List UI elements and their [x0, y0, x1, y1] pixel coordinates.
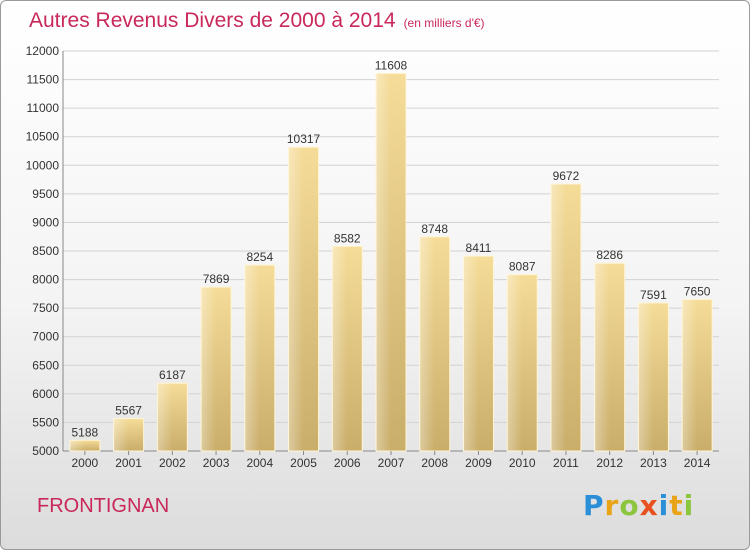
value-label: 6187 — [159, 368, 186, 382]
x-tick-label: 2010 — [509, 456, 536, 470]
value-label: 10317 — [287, 132, 321, 146]
x-tick-label: 2006 — [334, 456, 361, 470]
value-label: 9672 — [553, 169, 580, 183]
y-tick-label: 9500 — [32, 187, 59, 201]
value-label: 8411 — [466, 241, 492, 255]
bar-highlight — [244, 265, 260, 451]
bar-highlight — [288, 147, 304, 451]
y-tick-label: 6500 — [32, 358, 59, 372]
proxiti-logo: Proxiti — [583, 489, 694, 522]
logo-letter: r — [604, 489, 620, 522]
value-labels: 5188 5567 6187 7869 8254 10317 8582 11608 8748 84… — [72, 58, 711, 439]
chart-title: Autres Revenus Divers de 2000 à 2014 (en … — [29, 9, 485, 33]
x-tick-label: 2011 — [553, 456, 579, 470]
logo-letter: x — [639, 489, 659, 522]
y-tick-label: 5000 — [32, 444, 59, 458]
x-tick-label: 2004 — [246, 456, 273, 470]
value-label: 11608 — [375, 58, 408, 72]
x-tick-label: 2003 — [203, 456, 230, 470]
x-tick-label: 2002 — [159, 456, 186, 470]
value-label: 8582 — [334, 231, 361, 245]
bar-highlight — [682, 299, 698, 451]
x-tick-label: 2012 — [596, 456, 623, 470]
logo-letter: i — [658, 489, 670, 522]
y-tick-label: 5500 — [32, 415, 59, 429]
x-tick-label: 2014 — [684, 456, 711, 470]
bar-highlight — [157, 383, 173, 451]
value-label: 8087 — [509, 260, 536, 274]
bar-highlight — [463, 256, 479, 451]
y-tick-label: 10500 — [26, 130, 60, 144]
value-label: 8286 — [596, 248, 623, 262]
x-tick-label: 2005 — [290, 456, 317, 470]
bar-highlight — [507, 274, 523, 451]
value-label: 5188 — [72, 425, 99, 439]
chart-subtitle: (en milliers d'€) — [403, 16, 485, 30]
commune-name: FRONTIGNAN — [37, 495, 170, 517]
y-tick-label: 10000 — [26, 158, 60, 172]
bar-highlight — [201, 287, 217, 451]
bar-highlight — [332, 246, 348, 451]
logo-letter: P — [583, 489, 605, 522]
value-label: 5567 — [115, 404, 142, 418]
y-tick-label: 7500 — [32, 301, 59, 315]
x-tick-label: 2013 — [640, 456, 667, 470]
bar-highlight — [638, 302, 654, 451]
bar-highlight — [376, 73, 391, 452]
value-label: 8254 — [246, 250, 273, 264]
bar-highlight — [550, 184, 566, 451]
bar-highlight — [113, 418, 129, 451]
bar-highlight — [419, 236, 435, 451]
y-tick-label: 7000 — [32, 330, 59, 344]
bar-highlight — [69, 440, 85, 451]
bar-highlight — [594, 263, 610, 451]
y-tick-label: 11500 — [27, 73, 60, 87]
value-label: 7869 — [203, 272, 230, 286]
y-tick-label: 6000 — [32, 387, 59, 401]
logo-letter: o — [619, 489, 640, 522]
x-tick-label: 2007 — [378, 456, 405, 470]
value-label: 8748 — [421, 222, 448, 236]
x-tick-label: 2001 — [115, 456, 142, 470]
y-tick-label: 9000 — [32, 215, 59, 229]
value-label: 7591 — [640, 288, 667, 302]
y-tick-label: 12000 — [26, 44, 60, 58]
x-axis-ticks: 2000 2001 2002 2003 2004 2005 2006 2007 2008 2009… — [72, 451, 711, 470]
logo-letter: i — [683, 489, 695, 522]
x-tick-label: 2000 — [72, 456, 99, 470]
bars — [69, 72, 713, 452]
y-tick-label: 11000 — [27, 101, 60, 115]
logo-letter: t — [669, 489, 684, 522]
y-tick-label: 8000 — [32, 273, 59, 287]
x-tick-label: 2008 — [421, 456, 448, 470]
y-axis-ticks: 5000 5500 6000 6500 7000 7500 8000 8500 9000 9500… — [26, 44, 60, 458]
x-tick-label: 2009 — [465, 456, 492, 470]
y-tick-label: 8500 — [32, 244, 59, 258]
value-label: 7650 — [684, 285, 711, 299]
chart-title-text: Autres Revenus Divers de 2000 à 2014 — [29, 9, 396, 32]
